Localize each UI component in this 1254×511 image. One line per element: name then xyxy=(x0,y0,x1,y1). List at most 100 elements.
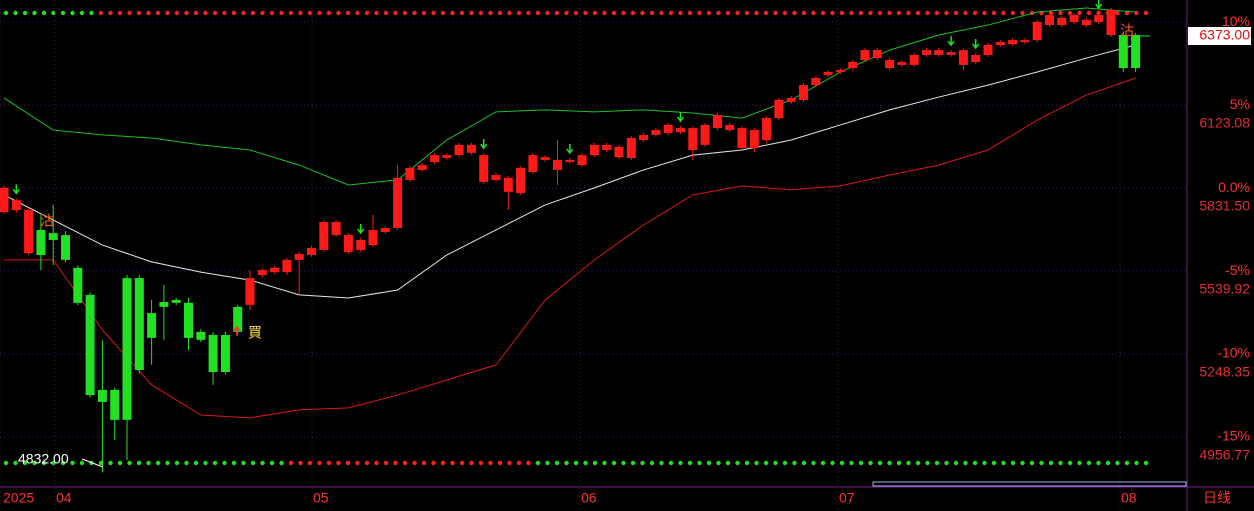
candle-body xyxy=(196,331,206,340)
dot xyxy=(146,10,151,16)
candle xyxy=(1008,38,1018,47)
x-tick-label: 07 xyxy=(839,490,855,506)
dot xyxy=(725,10,731,16)
y2-tick-label: -15% xyxy=(1217,428,1250,444)
candle xyxy=(589,142,599,158)
candle-body xyxy=(503,177,513,192)
dot xyxy=(1058,460,1063,466)
candle xyxy=(257,268,267,278)
candle xyxy=(479,153,489,184)
candle-body xyxy=(700,124,710,145)
candle xyxy=(245,270,255,310)
dot xyxy=(820,460,826,466)
signal-arrow xyxy=(480,139,488,150)
candle xyxy=(11,198,21,213)
candle-body xyxy=(0,187,9,213)
x-tick-label: 2025 xyxy=(3,490,34,506)
signal-arrow xyxy=(12,184,20,195)
dot xyxy=(507,10,512,16)
candle xyxy=(676,126,685,135)
dot xyxy=(393,10,398,16)
candle xyxy=(24,208,34,256)
dot xyxy=(659,10,664,16)
candle xyxy=(1032,19,1042,43)
dot xyxy=(326,10,332,16)
candle-body xyxy=(823,72,833,75)
dot xyxy=(858,460,864,466)
dot xyxy=(478,10,484,16)
dot xyxy=(868,460,873,466)
dot xyxy=(782,10,788,16)
dot xyxy=(944,10,949,16)
dot xyxy=(402,10,408,16)
candle xyxy=(466,142,476,155)
candle-body xyxy=(442,155,452,158)
band-line xyxy=(3,44,1136,299)
candle-body xyxy=(651,130,661,135)
band-line xyxy=(3,7,1136,186)
dot xyxy=(526,460,531,466)
dot xyxy=(241,10,246,16)
candle xyxy=(110,387,120,441)
candle xyxy=(220,331,230,375)
candle xyxy=(651,128,661,137)
dot xyxy=(516,10,522,16)
y-tick-label: 4956.77 xyxy=(1199,447,1250,463)
dot xyxy=(592,460,598,466)
dot xyxy=(231,10,237,16)
y-tick-label: 5831.50 xyxy=(1199,198,1250,214)
dot xyxy=(963,460,968,466)
candle xyxy=(958,48,968,71)
candle xyxy=(196,329,206,343)
dot xyxy=(155,10,161,16)
candle-body xyxy=(725,124,735,131)
candle-body xyxy=(343,235,353,252)
dot xyxy=(127,460,132,466)
candle xyxy=(1131,33,1141,73)
dot xyxy=(1020,460,1025,466)
candle-body xyxy=(528,155,538,172)
candle-body xyxy=(1094,15,1104,22)
candle xyxy=(147,299,157,365)
dot xyxy=(440,10,446,16)
dot xyxy=(212,460,218,466)
dot xyxy=(1086,10,1092,16)
dot xyxy=(830,460,835,466)
dot xyxy=(716,10,721,16)
candle xyxy=(48,204,58,265)
dot xyxy=(535,460,541,466)
dot xyxy=(336,10,341,16)
candle-body xyxy=(491,175,501,180)
dot xyxy=(982,10,987,16)
dot xyxy=(488,10,493,16)
low-label: 4832.00 xyxy=(18,451,69,467)
dot xyxy=(412,460,417,466)
dot xyxy=(70,460,75,466)
candle xyxy=(343,233,353,254)
candle xyxy=(134,274,144,374)
candle-body xyxy=(368,229,378,246)
dot xyxy=(526,10,531,16)
dot xyxy=(735,10,740,16)
scrollbar xyxy=(872,481,1187,487)
dot xyxy=(431,10,436,16)
dot xyxy=(507,460,512,466)
dot xyxy=(60,460,66,466)
dot xyxy=(13,460,18,466)
dot xyxy=(469,10,474,16)
dot xyxy=(412,10,417,16)
dot xyxy=(431,460,436,466)
candle xyxy=(762,116,772,143)
candle xyxy=(737,126,747,150)
candle xyxy=(885,58,895,71)
dot xyxy=(564,460,569,466)
candle xyxy=(848,60,858,71)
dot xyxy=(136,460,142,466)
dot xyxy=(649,10,655,16)
candle-body xyxy=(897,62,907,65)
candle-body xyxy=(934,50,944,55)
dot xyxy=(298,460,303,466)
dot xyxy=(488,460,493,466)
candle xyxy=(835,68,845,75)
